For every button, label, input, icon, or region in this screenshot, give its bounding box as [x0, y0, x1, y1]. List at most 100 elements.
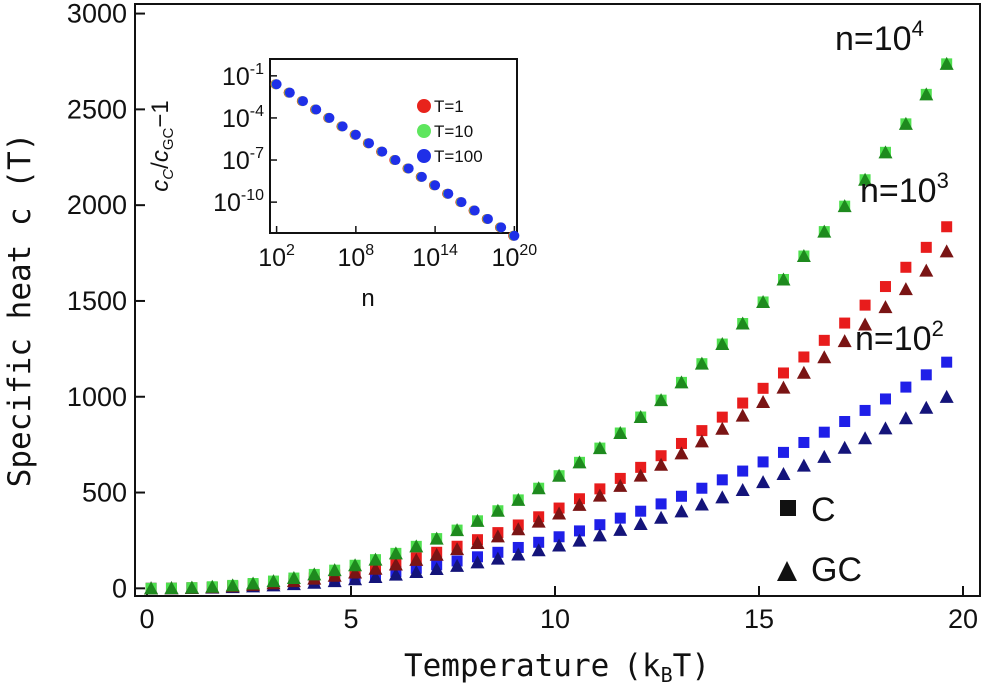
data-point-triangle [552, 468, 567, 482]
inset-legend-marker-t1 [417, 99, 431, 113]
data-point-triangle [878, 145, 893, 159]
inset-legend-marker-t100 [417, 149, 431, 163]
inset-data-point [509, 230, 520, 241]
data-point-triangle [531, 543, 546, 557]
data-point-triangle [348, 558, 363, 572]
data-point-triangle [715, 337, 730, 351]
data-point-square [818, 334, 830, 346]
data-point-square [635, 461, 647, 473]
data-point-triangle [490, 551, 505, 565]
inset-data-point [311, 104, 322, 115]
inset-x-tick-label: 1020 [492, 242, 538, 272]
data-point-triangle [898, 282, 913, 296]
data-point-triangle [388, 546, 403, 560]
data-point-triangle [246, 576, 261, 590]
data-point-triangle [470, 513, 485, 527]
data-point-triangle [776, 467, 791, 481]
data-point-triangle [633, 516, 648, 530]
data-point-triangle [572, 533, 587, 547]
data-point-triangle [450, 558, 465, 572]
data-point-triangle [878, 421, 893, 435]
y-tick-label: 1000 [67, 382, 127, 412]
data-point-triangle [388, 567, 403, 581]
inset-data-point [337, 121, 348, 132]
data-point-square [818, 426, 830, 438]
data-point-triangle [470, 555, 485, 569]
data-point-triangle [654, 393, 669, 407]
data-point-triangle [837, 440, 852, 454]
legend-triangle-marker [777, 561, 797, 581]
inset-y-axis-title: cC/cGC−1 [147, 100, 177, 191]
inset-y-tick-label: 10-4 [222, 103, 264, 133]
data-point-triangle [735, 408, 750, 422]
data-point-triangle [531, 481, 546, 495]
inset-frame [269, 58, 518, 234]
inset-x-tick-label: 102 [258, 242, 295, 272]
data-point-square [757, 382, 769, 394]
data-point-triangle [694, 434, 709, 448]
data-point-triangle [409, 564, 424, 578]
data-point-square [512, 541, 524, 553]
data-point-square [839, 416, 851, 428]
inset-data-point [403, 163, 414, 174]
data-point-triangle [674, 446, 689, 460]
data-point-triangle [450, 542, 465, 556]
legend-label-gc: GC [811, 551, 862, 589]
data-point-triangle [919, 87, 934, 101]
data-point-triangle [919, 263, 934, 277]
y-tick-label: 2500 [67, 94, 127, 124]
data-point-square [655, 498, 667, 510]
data-point-triangle [939, 56, 954, 70]
y-axis-title: Specific heat c (T) [2, 133, 38, 488]
data-point-triangle [817, 449, 832, 463]
inset-legend: T=1 T=10 T=100 [417, 97, 483, 166]
data-point-square [675, 490, 687, 502]
data-point-square [798, 351, 810, 363]
legend-square-marker [780, 500, 796, 516]
data-point-triangle [735, 482, 750, 496]
inset-data-point [482, 213, 493, 224]
data-point-triangle [756, 394, 771, 408]
data-point-triangle [144, 581, 159, 595]
data-point-triangle [592, 528, 607, 542]
legend-label-c: C [811, 491, 836, 529]
data-point-triangle [490, 503, 505, 517]
data-point-square [675, 437, 687, 449]
inset-legend-marker-t10 [417, 124, 431, 138]
inset-data-point [390, 155, 401, 166]
annotation-n-10-2: n=102 [855, 316, 944, 358]
x-tick-label: 15 [744, 604, 774, 634]
inset-data-point [456, 197, 467, 208]
inset-x-tick-label: 1014 [412, 242, 458, 272]
data-point-triangle [511, 522, 526, 536]
inset-data-point [496, 222, 507, 233]
data-point-triangle [858, 317, 873, 331]
data-point-square [696, 482, 708, 494]
data-point-triangle [164, 581, 179, 595]
data-point-triangle [817, 224, 832, 238]
data-point-square [716, 411, 728, 423]
data-point-triangle [348, 565, 363, 579]
data-point-square [655, 450, 667, 462]
data-point-square [635, 505, 647, 517]
inset-y-tick-label: 10-10 [213, 187, 264, 217]
data-point-triangle [531, 514, 546, 528]
inset-y-tick-label: 10-1 [222, 61, 264, 91]
inset-data-point [377, 146, 388, 157]
data-point-triangle [654, 510, 669, 524]
data-point-triangle [898, 116, 913, 130]
inset-legend-label-t10: T=10 [434, 122, 473, 141]
data-point-triangle [409, 539, 424, 553]
data-point-square [859, 404, 871, 416]
data-point-triangle [511, 492, 526, 506]
y-tick-label: 2000 [67, 190, 127, 220]
data-point-triangle [368, 552, 383, 566]
data-point-triangle [409, 552, 424, 566]
data-point-triangle [388, 557, 403, 571]
main-axis-ticks: 0 5 10 15 20 0 500 1000 1500 2000 2500 3000 [67, 0, 978, 634]
data-point-square [798, 436, 810, 448]
data-point-triangle [613, 478, 628, 492]
inset-legend-label-t100: T=100 [434, 147, 483, 166]
data-point-triangle [817, 350, 832, 364]
main-data-points [144, 56, 954, 595]
